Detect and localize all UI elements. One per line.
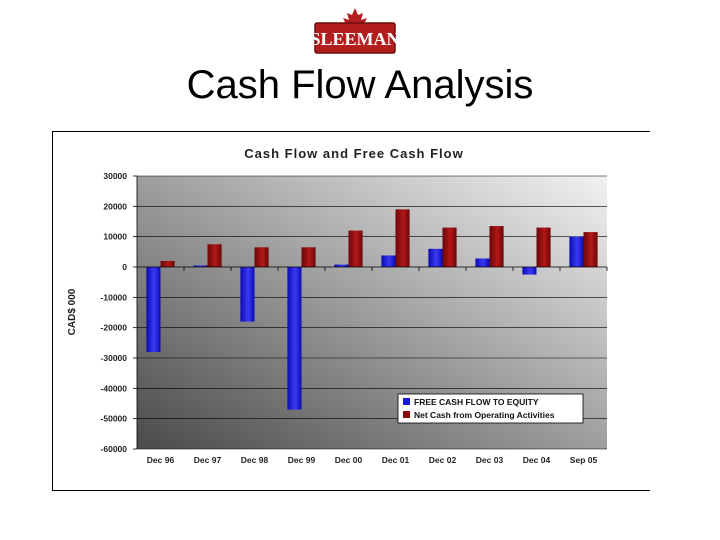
x-tick-label: Dec 02 [429,455,457,465]
bar-series-2 [395,209,410,267]
bar-series-1 [146,267,161,352]
x-tick-label: Sep 05 [570,455,598,465]
bar-series-1 [381,255,396,267]
chart-title: Cash Flow and Free Cash Flow [244,146,463,161]
y-tick-label: -20000 [101,323,128,333]
y-tick-label: 30000 [103,171,127,181]
x-tick-label: Dec 96 [147,455,175,465]
bar-series-2 [583,232,598,267]
legend-label-series-1: FREE CASH FLOW TO EQUITY [414,397,539,407]
legend-swatch-series-2 [403,411,410,418]
bar-series-1 [475,258,490,267]
bar-series-2 [348,230,363,267]
bar-series-1 [428,248,443,267]
x-tick-label: Dec 01 [382,455,410,465]
slide-title: Cash Flow Analysis [186,63,534,107]
y-axis-label: CAD$ 000 [67,288,78,335]
x-tick-label: Dec 99 [288,455,316,465]
bar-series-1 [193,265,208,267]
axes: 30000 20000 10000 0 -10000 -20000 -30000 -40000… [101,171,608,465]
x-tick-label: Dec 04 [523,455,551,465]
bar-series-2 [301,247,316,267]
legend-swatch-series-1 [403,398,410,405]
x-tick-label: Dec 97 [194,455,222,465]
y-tick-label: -10000 [101,292,128,302]
chart-container: Cash Flow and Free Cash Flow CAD$ 000 30… [52,131,650,491]
y-tick-label: -50000 [101,414,128,424]
logo-wordmark: SLEEMAN [312,29,398,49]
maple-leaf-icon [343,8,367,24]
y-tick-label: -40000 [101,383,128,393]
legend-label-series-2: Net Cash from Operating Activities [414,410,555,420]
x-tick-label: Dec 98 [241,455,269,465]
bar-series-2 [536,227,551,267]
y-tick-label: -60000 [101,444,128,454]
bar-series-2 [489,226,504,267]
legend: FREE CASH FLOW TO EQUITY Net Cash from O… [397,393,584,424]
bar-series-2 [160,260,175,267]
bar-series-2 [207,244,222,267]
cash-flow-chart: Cash Flow and Free Cash Flow CAD$ 000 30… [67,146,608,465]
bar-series-1 [334,264,349,267]
sleeman-logo: SLEEMAN [312,8,398,54]
y-tick-label: 10000 [103,232,127,242]
bars [146,209,598,410]
y-tick-label: 0 [122,262,127,272]
bar-series-1 [522,267,537,275]
bar-series-1 [240,267,255,322]
y-tick-label: -30000 [101,353,128,363]
bar-series-1 [569,236,584,267]
x-tick-label: Dec 00 [335,455,363,465]
bar-series-2 [254,247,269,267]
y-tick-label: 20000 [103,201,127,211]
bar-series-2 [442,227,457,267]
bar-series-1 [287,267,302,410]
x-tick-label: Dec 03 [476,455,504,465]
